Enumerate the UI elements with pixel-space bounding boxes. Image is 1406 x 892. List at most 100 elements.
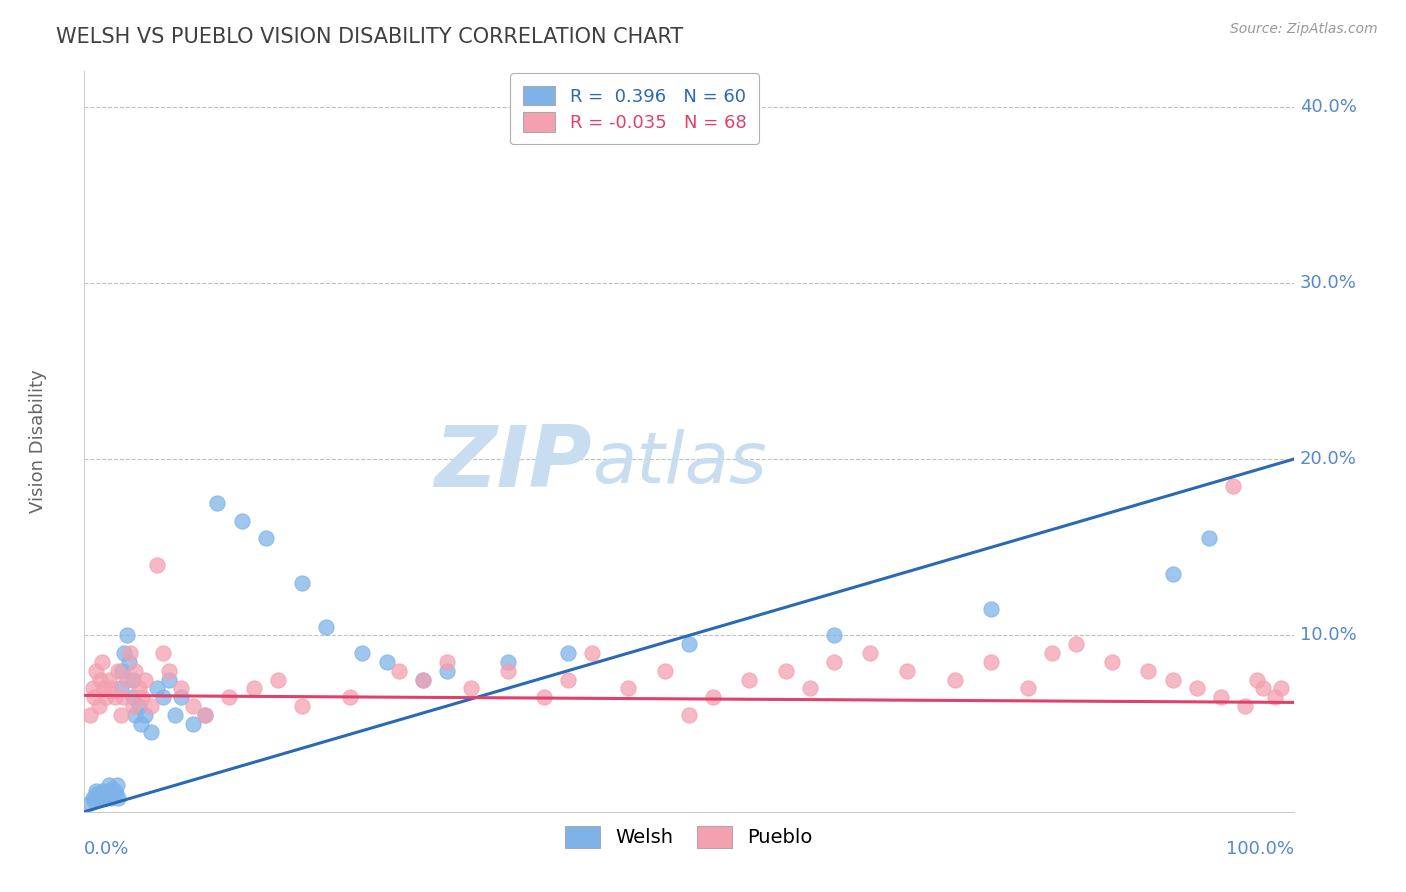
Point	[557, 646, 579, 660]
Point	[678, 637, 700, 651]
Point	[654, 664, 676, 678]
Point	[121, 690, 143, 705]
Point	[1137, 664, 1160, 678]
Point	[110, 681, 132, 696]
Point	[157, 673, 180, 687]
Point	[943, 673, 966, 687]
Point	[1064, 637, 1087, 651]
Point	[90, 787, 112, 801]
Point	[170, 690, 193, 705]
Point	[86, 787, 108, 801]
Point	[83, 794, 105, 808]
Text: atlas: atlas	[592, 429, 766, 499]
Point	[110, 707, 132, 722]
Point	[1253, 681, 1275, 696]
Point	[799, 681, 821, 696]
Point	[980, 602, 1002, 616]
Point	[89, 792, 111, 806]
Point	[181, 716, 204, 731]
Text: 10.0%: 10.0%	[1299, 626, 1357, 644]
Point	[291, 575, 314, 590]
Point	[82, 790, 104, 805]
Point	[152, 646, 174, 660]
Point	[412, 673, 434, 687]
Point	[254, 532, 277, 546]
Point	[134, 707, 156, 722]
Text: ZIP: ZIP	[434, 422, 592, 505]
Point	[267, 673, 290, 687]
Point	[1101, 655, 1123, 669]
Point	[146, 681, 169, 696]
Point	[129, 716, 152, 731]
Point	[121, 673, 143, 687]
Point	[93, 681, 115, 696]
Point	[896, 664, 918, 678]
Point	[339, 690, 361, 705]
Point	[859, 646, 882, 660]
Point	[218, 690, 240, 705]
Point	[388, 664, 411, 678]
Point	[496, 664, 519, 678]
Point	[97, 778, 120, 792]
Point	[112, 646, 135, 660]
Text: WELSH VS PUEBLO VISION DISABILITY CORRELATION CHART: WELSH VS PUEBLO VISION DISABILITY CORREL…	[56, 27, 683, 46]
Point	[94, 789, 117, 803]
Point	[1270, 681, 1292, 696]
Point	[79, 707, 101, 722]
Point	[1040, 646, 1063, 660]
Point	[79, 796, 101, 810]
Point	[111, 664, 134, 678]
Point	[1264, 690, 1286, 705]
Point	[242, 681, 264, 696]
Point	[315, 619, 337, 633]
Point	[194, 707, 217, 722]
Point	[97, 673, 120, 687]
Point	[83, 690, 105, 705]
Point	[146, 558, 169, 572]
Point	[1222, 478, 1244, 492]
Point	[101, 781, 124, 796]
Point	[87, 698, 110, 713]
Point	[823, 628, 845, 642]
Point	[94, 790, 117, 805]
Point	[96, 785, 118, 799]
Text: 40.0%: 40.0%	[1299, 97, 1357, 116]
Point	[1209, 690, 1232, 705]
Point	[496, 655, 519, 669]
Point	[139, 725, 162, 739]
Point	[94, 690, 117, 705]
Point	[412, 673, 434, 687]
Point	[194, 707, 217, 722]
Point	[104, 690, 127, 705]
Point	[231, 514, 253, 528]
Point	[86, 783, 108, 797]
Point	[1185, 681, 1208, 696]
Point	[124, 664, 146, 678]
Point	[131, 690, 153, 705]
Point	[291, 698, 314, 713]
Point	[105, 778, 128, 792]
Point	[91, 783, 114, 797]
Point	[139, 698, 162, 713]
Point	[375, 655, 398, 669]
Point	[112, 690, 135, 705]
Point	[86, 664, 108, 678]
Point	[115, 628, 138, 642]
Point	[91, 655, 114, 669]
Point	[181, 698, 204, 713]
Point	[557, 673, 579, 687]
Text: 100.0%: 100.0%	[1226, 840, 1294, 858]
Point	[617, 681, 640, 696]
Point	[775, 664, 797, 678]
Point	[460, 681, 482, 696]
Point	[103, 789, 125, 803]
Point	[823, 655, 845, 669]
Point	[1234, 698, 1257, 713]
Point	[100, 790, 122, 805]
Point	[120, 646, 142, 660]
Point	[352, 646, 374, 660]
Point	[702, 690, 724, 705]
Point	[104, 787, 127, 801]
Point	[1161, 566, 1184, 581]
Point	[170, 681, 193, 696]
